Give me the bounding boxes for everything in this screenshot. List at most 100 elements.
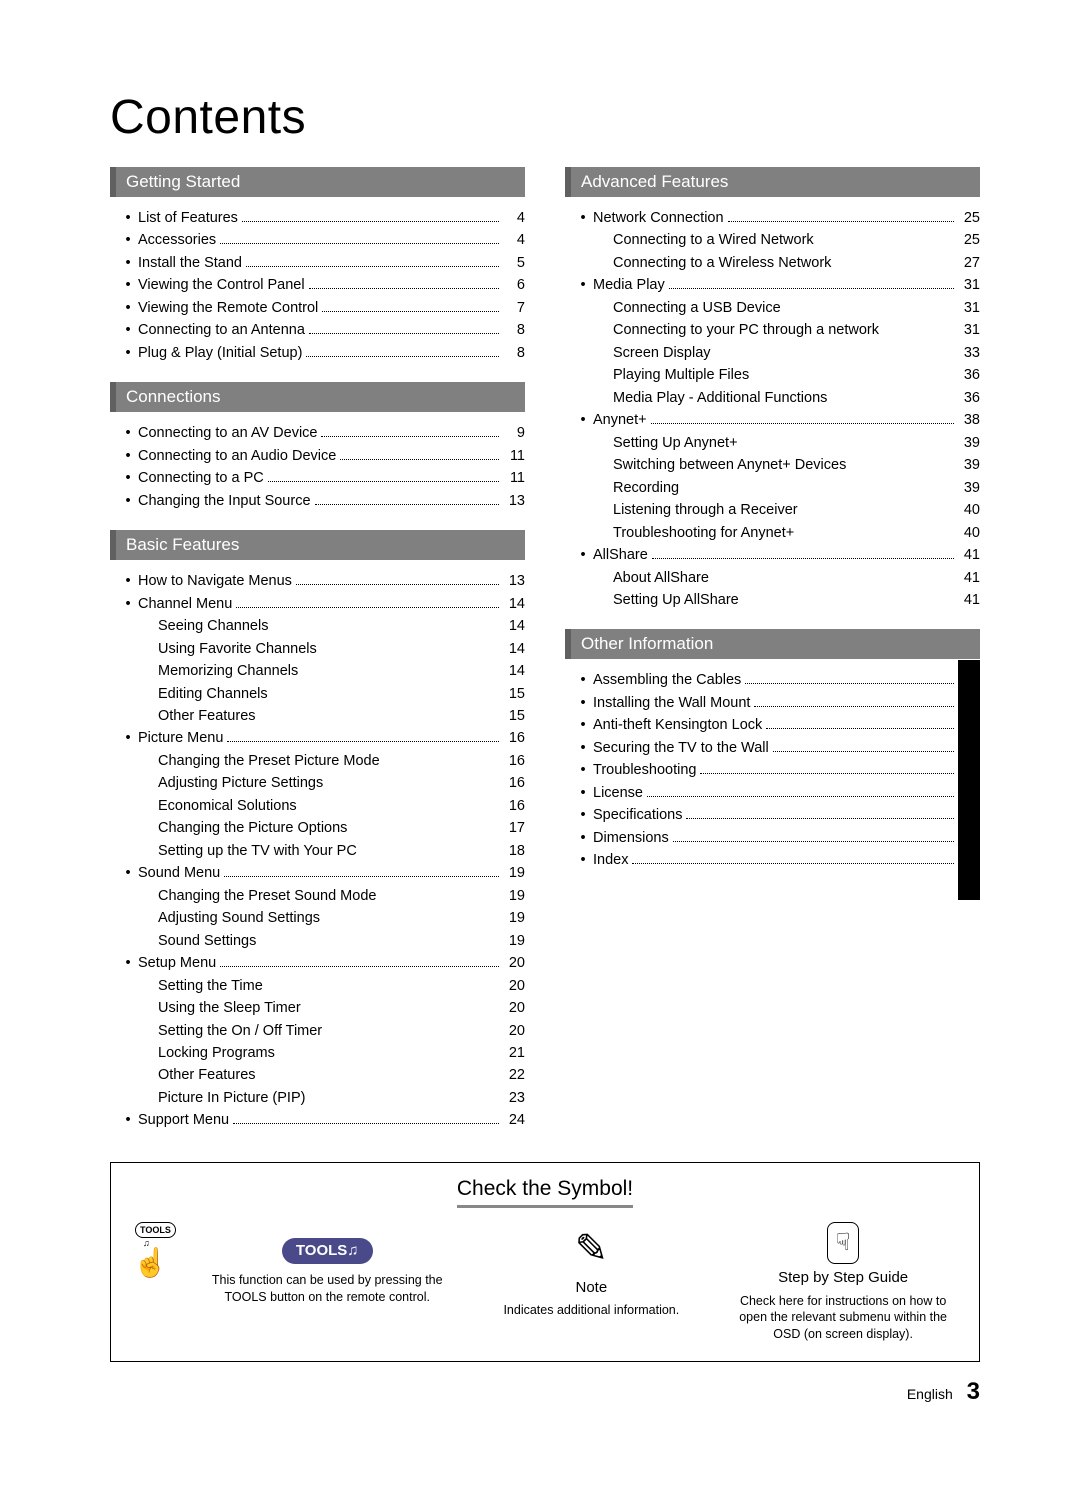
toc-sub-page: 19	[503, 885, 525, 907]
toc-sub-page: 16	[503, 750, 525, 772]
toc-label: Plug & Play (Initial Setup)	[138, 342, 302, 364]
toc-item: •Anynet+38	[573, 409, 980, 431]
toc-sub-item: Adjusting Sound Settings19	[118, 907, 525, 929]
bullet-icon: •	[573, 782, 593, 804]
toc-item: •Connecting to an AV Device9	[118, 422, 525, 444]
toc-sub-item: Setting the Time20	[118, 975, 525, 997]
note-label: Note	[475, 1278, 707, 1298]
toc-label: Picture Menu	[138, 727, 223, 749]
remote-icon: TOOLS ♫ ☝	[131, 1222, 187, 1282]
toc-label: Support Menu	[138, 1109, 229, 1131]
toc-item: •How to Navigate Menus13	[118, 570, 525, 592]
toc-sub-label: Economical Solutions	[158, 795, 503, 817]
toc-sub-label: Using Favorite Channels	[158, 638, 503, 660]
section-header: Connections	[110, 382, 525, 412]
toc-sub-item: Screen Display33	[573, 342, 980, 364]
section-header: Advanced Features	[565, 167, 980, 197]
toc-sub-item: Using the Sleep Timer20	[118, 997, 525, 1019]
bullet-icon: •	[118, 570, 138, 592]
bullet-icon: •	[118, 319, 138, 341]
toc-item: •License49	[573, 782, 980, 804]
toc-item: •Connecting to an Antenna8	[118, 319, 525, 341]
toc-page: 4	[503, 207, 525, 229]
footer-lang: English	[907, 1386, 953, 1402]
toc-sub-item: Locking Programs21	[118, 1042, 525, 1064]
toc-sub-item: Changing the Preset Sound Mode19	[118, 885, 525, 907]
toc-item: •Picture Menu16	[118, 727, 525, 749]
toc-sub-label: Editing Channels	[158, 683, 503, 705]
toc-sub-page: 14	[503, 660, 525, 682]
bullet-icon: •	[118, 727, 138, 749]
toc-sub-item: Other Features15	[118, 705, 525, 727]
bullet-icon: •	[118, 593, 138, 615]
bullet-icon: •	[573, 759, 593, 781]
toc-sub-item: Setting Up Anynet+39	[573, 432, 980, 454]
toc-sub-item: Changing the Picture Options17	[118, 817, 525, 839]
toc-label: AllShare	[593, 544, 648, 566]
toc-sub-page: 39	[958, 477, 980, 499]
toc-sub-label: Media Play - Additional Functions	[613, 387, 958, 409]
toc-sub-item: Sound Settings19	[118, 930, 525, 952]
section-header: Other Information	[565, 629, 980, 659]
toc-columns: Getting Started•List of Features4•Access…	[110, 167, 980, 1132]
toc-item: •Viewing the Remote Control7	[118, 297, 525, 319]
toc-item: •Troubleshooting47	[573, 759, 980, 781]
toc-sub-item: Listening through a Receiver40	[573, 499, 980, 521]
toc-sub-page: 36	[958, 387, 980, 409]
toc-sub-label: Setting the Time	[158, 975, 503, 997]
toc-page: 7	[503, 297, 525, 319]
symbol-guide: ☟ Step by Step Guide Check here for inst…	[727, 1222, 959, 1343]
toc-page: 8	[503, 319, 525, 341]
toc-label: Assembling the Cables	[593, 669, 741, 691]
toc-page: 31	[958, 274, 980, 296]
bullet-icon: •	[573, 409, 593, 431]
toc-sub-item: Connecting to a Wireless Network27	[573, 252, 980, 274]
bullet-icon: •	[573, 714, 593, 736]
toc-page: 9	[503, 422, 525, 444]
toc-label: Setup Menu	[138, 952, 216, 974]
toc-page: 20	[503, 952, 525, 974]
toc-sub-item: Connecting a USB Device31	[573, 297, 980, 319]
toc-item: •List of Features4	[118, 207, 525, 229]
toc-sub-item: Adjusting Picture Settings16	[118, 772, 525, 794]
toc-label: Securing the TV to the Wall	[593, 737, 769, 759]
note-icon: ✎	[475, 1222, 707, 1276]
toc-page: 5	[503, 252, 525, 274]
toc-sub-label: Changing the Preset Picture Mode	[158, 750, 503, 772]
toc-sub-page: 39	[958, 454, 980, 476]
toc-item: •Plug & Play (Initial Setup)8	[118, 342, 525, 364]
toc-label: Install the Stand	[138, 252, 242, 274]
toc-sub-label: Setting up the TV with Your PC	[158, 840, 503, 862]
toc-sub-label: Changing the Preset Sound Mode	[158, 885, 503, 907]
toc-sub-page: 17	[503, 817, 525, 839]
symbol-note: ✎ Note Indicates additional information.	[475, 1222, 707, 1319]
toc-sub-page: 14	[503, 638, 525, 660]
toc-sub-label: Connecting to your PC through a network	[613, 319, 958, 341]
toc-item: •Dimensions51	[573, 827, 980, 849]
toc-sub-label: Screen Display	[613, 342, 958, 364]
toc-item: •Specifications50	[573, 804, 980, 826]
toc-sub-page: 18	[503, 840, 525, 862]
bullet-icon: •	[573, 274, 593, 296]
toc-label: Media Play	[593, 274, 665, 296]
toc-sub-label: Adjusting Picture Settings	[158, 772, 503, 794]
toc-sub-label: Other Features	[158, 1064, 503, 1086]
toc-sub-label: Listening through a Receiver	[613, 499, 958, 521]
toc-list: •Assembling the Cables43•Installing the …	[565, 669, 980, 871]
toc-sub-page: 16	[503, 795, 525, 817]
toc-label: Accessories	[138, 229, 216, 251]
toc-item: •Securing the TV to the Wall46	[573, 737, 980, 759]
toc-label: Dimensions	[593, 827, 669, 849]
toc-sub-page: 41	[958, 589, 980, 611]
toc-sub-page: 36	[958, 364, 980, 386]
toc-page: 41	[958, 544, 980, 566]
left-column: Getting Started•List of Features4•Access…	[110, 167, 525, 1132]
toc-item: •Media Play 31	[573, 274, 980, 296]
bullet-icon: •	[118, 952, 138, 974]
toc-sub-item: Economical Solutions16	[118, 795, 525, 817]
bullet-icon: •	[118, 274, 138, 296]
toc-sub-page: 20	[503, 997, 525, 1019]
toc-sub-page: 20	[503, 1020, 525, 1042]
symbol-box-title: Check the Symbol!	[457, 1177, 633, 1208]
toc-sub-label: Changing the Picture Options	[158, 817, 503, 839]
